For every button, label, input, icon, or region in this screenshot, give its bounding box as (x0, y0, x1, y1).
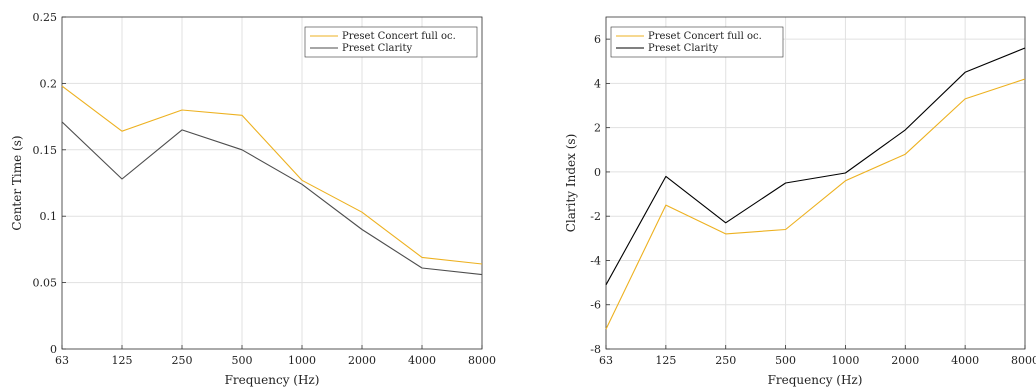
x-ticks-center-time: 63 125 250 500 1000 2000 4000 8000 (55, 345, 496, 367)
y-tick-label: 6 (594, 33, 601, 46)
x-tick-label: 8000 (468, 354, 496, 367)
legend-label-concert: Preset Concert full oc. (342, 31, 456, 42)
x-tick-label: 4000 (408, 354, 436, 367)
x-tick-label: 4000 (951, 354, 979, 367)
legend-label-clarity: Preset Clarity (648, 43, 718, 54)
x-tick-label: 500 (232, 354, 253, 367)
x-tick-label: 125 (655, 354, 676, 367)
x-tick-label: 250 (172, 354, 193, 367)
legend-box-center-time (304, 26, 478, 58)
x-tick-label: 1000 (831, 354, 859, 367)
y-axis-label-clarity-index: Clarity Index (s) (564, 134, 578, 233)
y-tick-label: 2 (594, 122, 601, 135)
series-center-time (61, 85, 483, 276)
y-tick-label: 0.25 (33, 11, 58, 24)
y-tick-label: 0 (594, 166, 601, 179)
chart-clarity-index: 63 125 250 500 1000 2000 4000 8000 -8 -6 -4 -2 0 2 4 6… (564, 16, 1036, 387)
series-line-concert-full-oc (605, 78, 1026, 330)
x-tick-label: 8000 (1011, 354, 1036, 367)
x-axis-label-clarity-index: Frequency (Hz) (768, 373, 863, 387)
y-ticks-clarity-index: -8 -6 -4 -2 0 2 4 6 (590, 33, 610, 356)
grid-clarity-index (605, 17, 1026, 350)
y-tick-label: 0 (50, 343, 57, 356)
x-axis-label-center-time: Frequency (Hz) (225, 373, 320, 387)
x-tick-label: 63 (55, 354, 69, 367)
grid-center-time (61, 16, 483, 350)
x-ticks-clarity-index: 63 125 250 500 1000 2000 4000 8000 (599, 345, 1036, 367)
legend-box-clarity-index (610, 26, 784, 58)
y-ticks-center-time: 0 0.05 0.1 0.15 0.2 0.25 (33, 11, 66, 356)
plot-frame-clarity-index (605, 16, 1026, 350)
plot-frame-center-time (61, 16, 483, 350)
x-tick-label: 2000 (891, 354, 919, 367)
y-tick-label: -2 (590, 210, 601, 223)
y-tick-label: 0.1 (40, 210, 58, 223)
y-tick-label: 0.15 (33, 144, 58, 157)
chart-center-time: 63 125 250 500 1000 2000 4000 8000 0 0.05 0.1 0.15… (10, 11, 496, 387)
x-tick-label: 2000 (348, 354, 376, 367)
series-clarity-index (605, 47, 1026, 330)
legend-center-time: Preset Concert full oc. Preset Clarity (304, 26, 478, 58)
series-line-concert-full-oc (61, 85, 483, 265)
legend-label-clarity: Preset Clarity (342, 43, 412, 54)
x-tick-label: 250 (715, 354, 736, 367)
legend-clarity-index: Preset Concert full oc. Preset Clarity (610, 26, 784, 58)
y-tick-label: -8 (590, 343, 601, 356)
y-tick-label: 4 (594, 77, 601, 90)
x-tick-label: 63 (599, 354, 613, 367)
legend-label-concert: Preset Concert full oc. (648, 31, 762, 42)
y-tick-label: -4 (590, 254, 601, 267)
y-tick-label: -6 (590, 299, 601, 312)
x-tick-label: 125 (112, 354, 133, 367)
y-tick-label: 0.2 (40, 77, 58, 90)
x-tick-label: 1000 (288, 354, 316, 367)
x-tick-label: 500 (775, 354, 796, 367)
y-axis-label-center-time: Center Time (s) (10, 135, 24, 230)
series-line-clarity (605, 47, 1026, 286)
series-line-clarity (61, 121, 483, 276)
y-tick-label: 0.05 (33, 277, 58, 290)
